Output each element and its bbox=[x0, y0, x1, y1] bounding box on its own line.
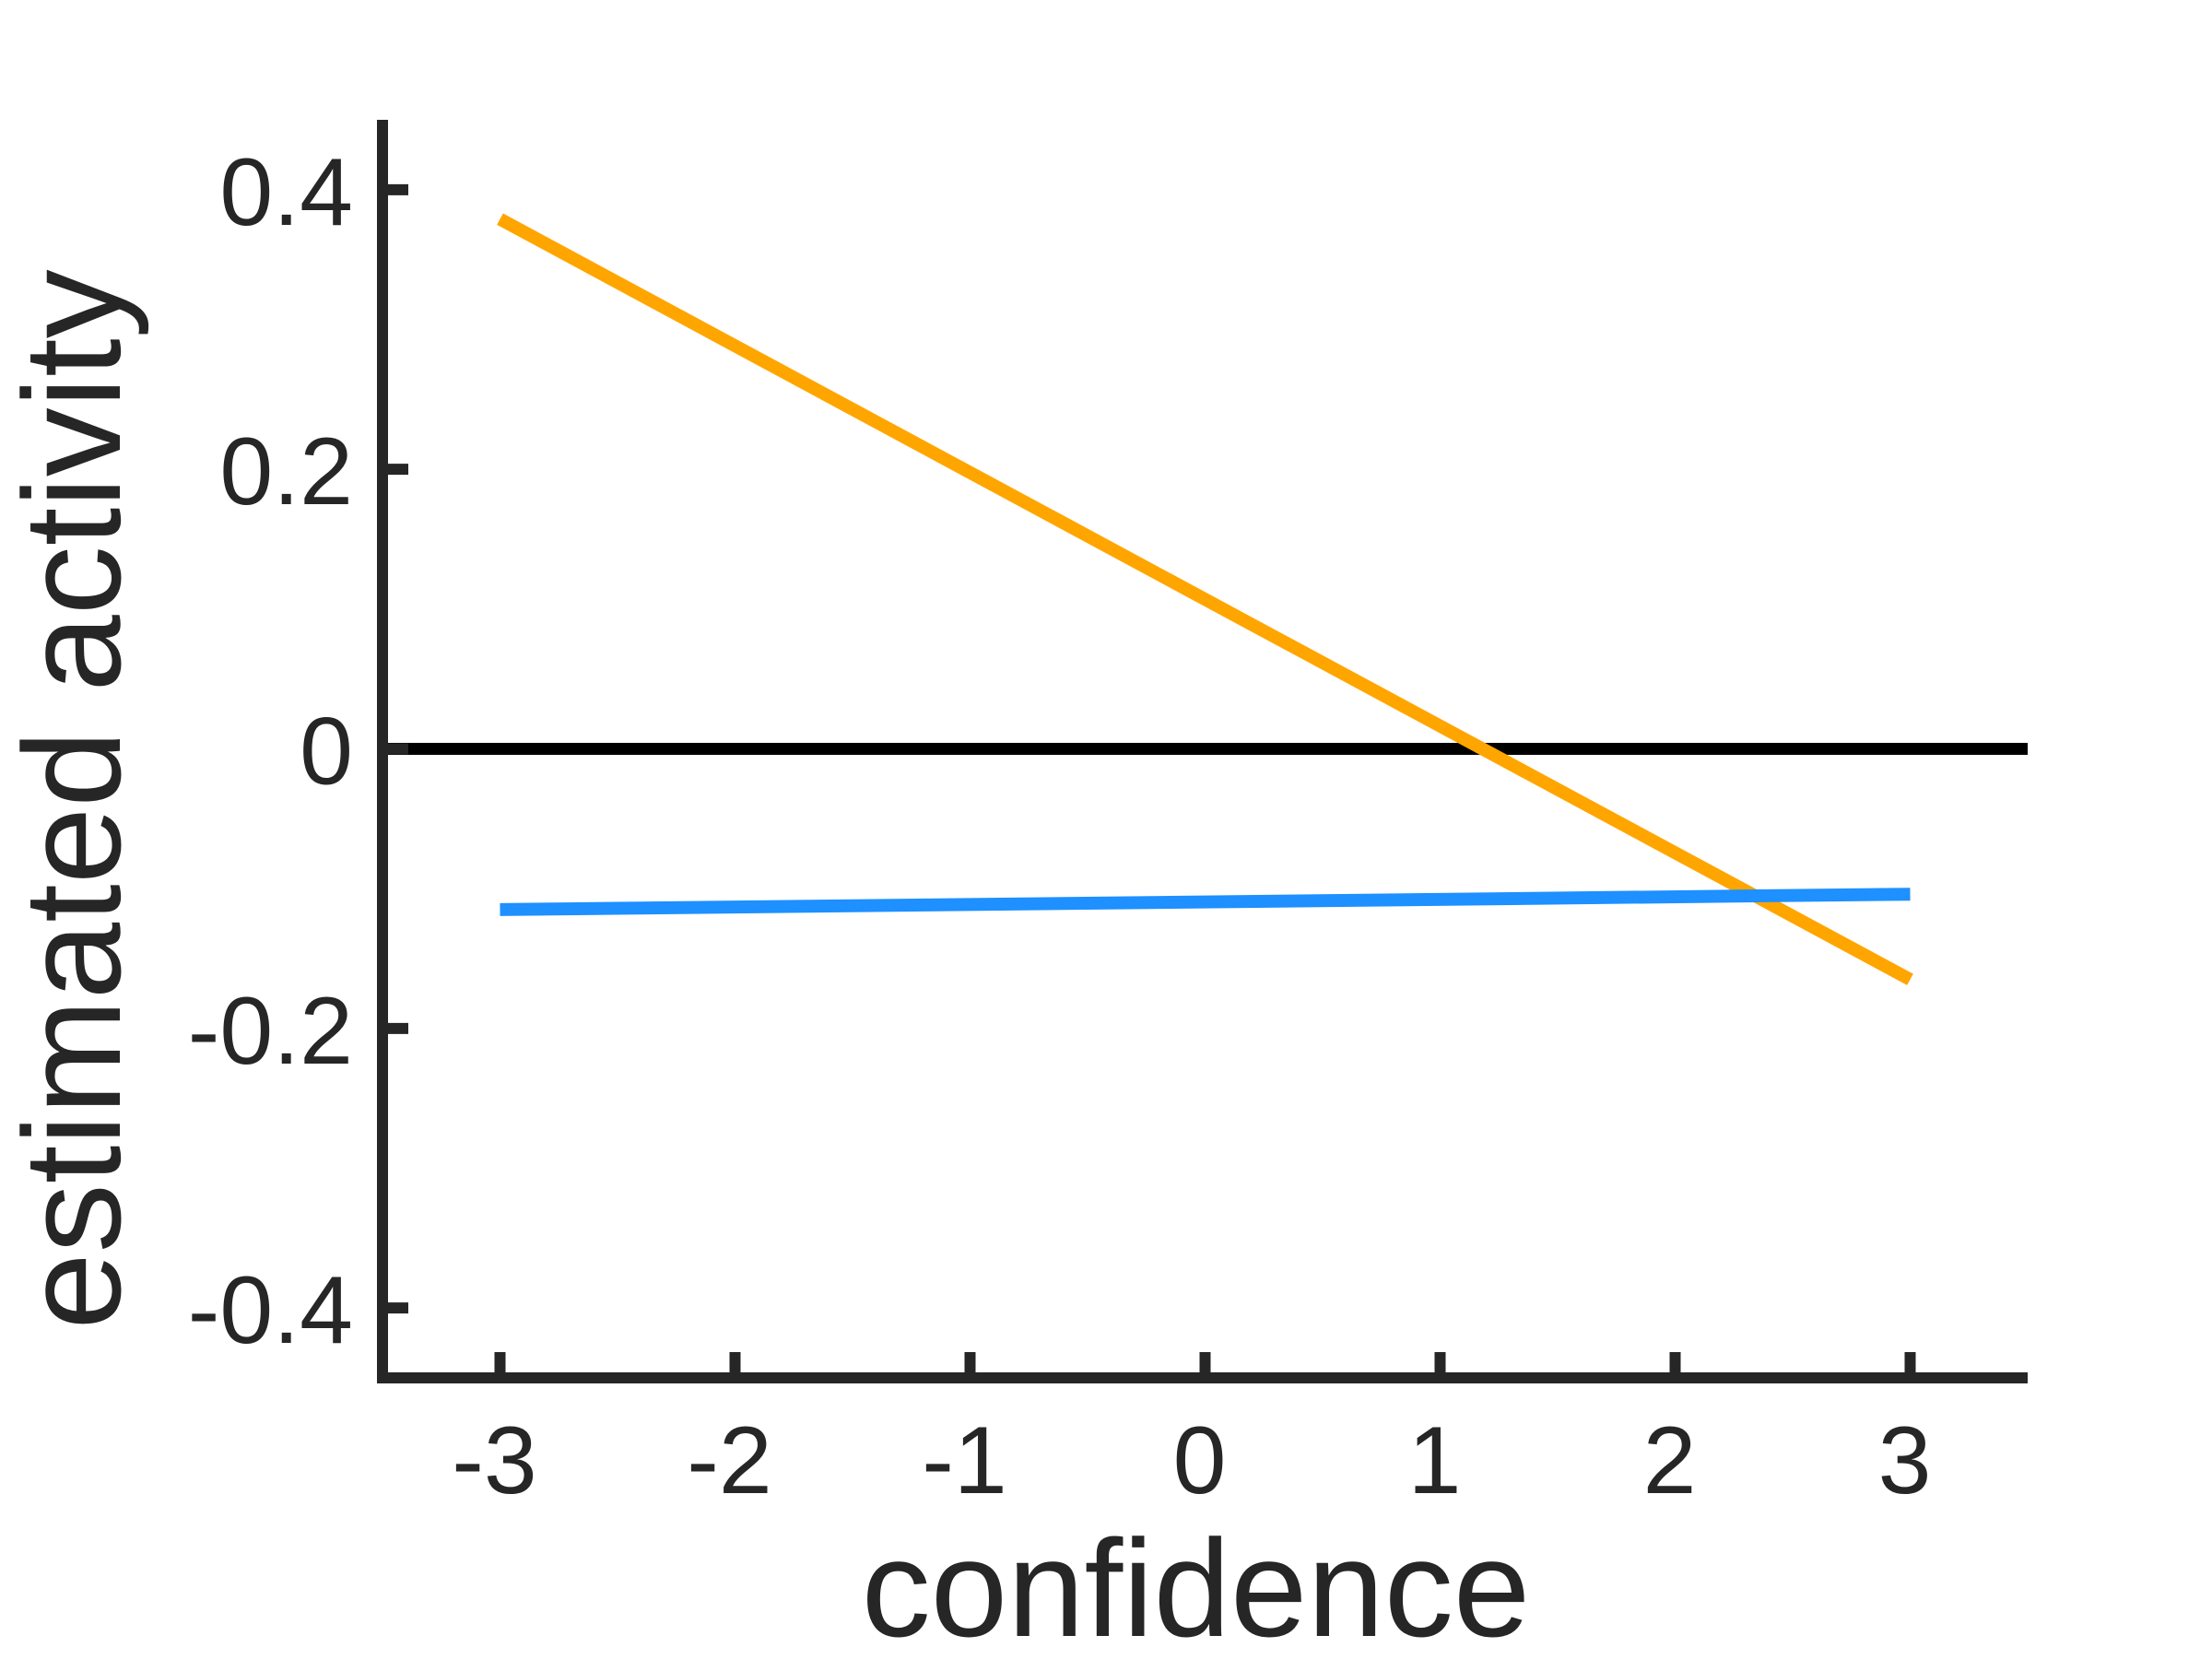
series-line-2 bbox=[500, 888, 1911, 916]
x-tick-label: -3 bbox=[452, 1407, 536, 1514]
y-tick-label: -0.4 bbox=[188, 1257, 353, 1364]
y-axis-label: estimated activity bbox=[0, 269, 149, 1329]
series-line-1 bbox=[497, 213, 1913, 985]
x-tick-label: 0 bbox=[1173, 1407, 1227, 1514]
y-tick-label: 0.4 bbox=[219, 139, 353, 246]
y-tick-label: -0.2 bbox=[188, 978, 353, 1085]
series-layer bbox=[497, 213, 1913, 985]
tick-labels: -0.4 -0.2 0 0.2 0.4 -3 -2 -1 0 1 2 3 bbox=[188, 139, 1932, 1514]
x-tick-label: -1 bbox=[922, 1407, 1006, 1514]
x-tick-label: -2 bbox=[687, 1407, 771, 1514]
x-tick-label: 1 bbox=[1408, 1407, 1462, 1514]
x-axis-label: confidence bbox=[862, 1511, 1531, 1659]
x-tick-label: 3 bbox=[1878, 1407, 1932, 1514]
y-tick-label: 0 bbox=[300, 699, 353, 806]
y-tick-label: 0.2 bbox=[219, 418, 353, 525]
axes bbox=[377, 120, 2028, 1383]
x-tick-label: 2 bbox=[1643, 1407, 1697, 1514]
